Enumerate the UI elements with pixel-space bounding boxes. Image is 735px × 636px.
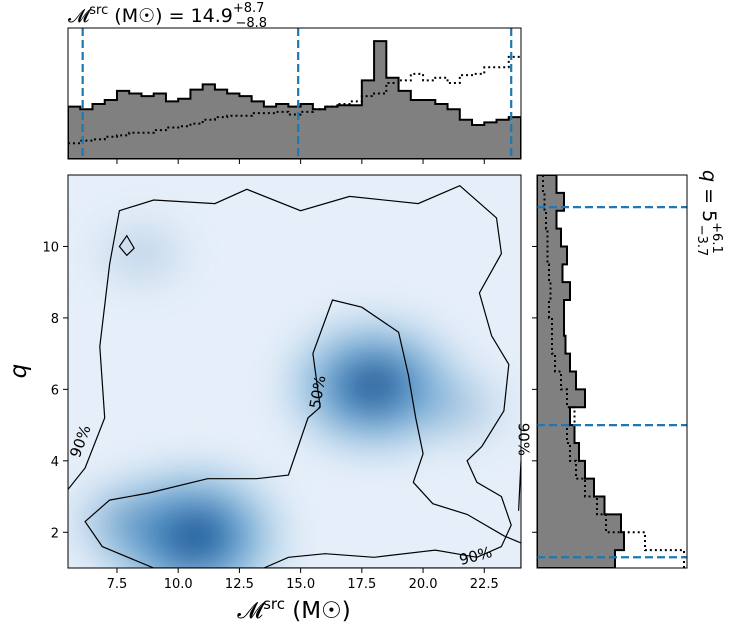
x-tick-label: 22.5	[470, 577, 499, 592]
x-axis-label: 𝓜src (M☉)	[237, 595, 350, 624]
density-peak	[393, 355, 521, 459]
histogram-filled	[68, 40, 521, 159]
top-panel-frame	[67, 27, 522, 160]
contour-island	[118, 234, 135, 257]
x-tick-label: 20.0	[409, 577, 438, 592]
histogram-dotted	[542, 175, 685, 568]
x-tick-label: 7.5	[107, 577, 128, 592]
histogram-dotted	[68, 55, 521, 145]
top-histogram	[68, 28, 521, 159]
contour-label: 50%	[306, 374, 330, 410]
y-axis-label: q	[6, 364, 32, 379]
histogram-filled	[537, 175, 625, 568]
y-tick-label: 2	[51, 526, 59, 541]
x-tick-label: 15.0	[286, 577, 315, 592]
right-panel-ticks	[532, 245, 537, 533]
y-tick-label: 6	[51, 383, 59, 398]
density-heatmap	[68, 204, 521, 568]
right-histogram	[537, 175, 687, 568]
right-panel-frame	[536, 174, 688, 569]
contour-50pct	[84, 299, 521, 568]
joint-panel: 90%50%90%90% 7.5 10.0 12.5 15.0 17.5 20.0 22.5…	[6, 174, 533, 624]
y-tick-label: 10	[42, 240, 59, 255]
joint-frame	[67, 174, 522, 569]
x-tick-label: 17.5	[347, 577, 376, 592]
density-peak	[77, 204, 206, 303]
right-panel-title: q = 5+6.1−3.7	[694, 170, 724, 256]
contour-90pct	[68, 184, 512, 568]
joint-axis-ticks: 7.5 10.0 12.5 15.0 17.5 20.0 22.5 2 4 6 8 10	[42, 240, 498, 592]
x-tick-label: 10.0	[164, 577, 193, 592]
y-tick-label: 4	[51, 455, 59, 470]
top-panel-title: 𝓜src (M☉) = 14.9+8.7 −8.8	[68, 1, 267, 31]
y-tick-label: 8	[51, 312, 59, 327]
density-peak	[68, 465, 197, 568]
contour-labels: 90%50%90%90%	[66, 374, 532, 569]
top-panel-ticks	[116, 159, 485, 164]
x-tick-label: 12.5	[225, 577, 254, 592]
top-marginal-panel: 𝓜src (M☉) = 14.9+8.7 −8.8	[67, 1, 522, 164]
right-marginal-panel: q = 5+6.1−3.7	[532, 170, 724, 569]
contour-label: 90%	[515, 423, 533, 456]
